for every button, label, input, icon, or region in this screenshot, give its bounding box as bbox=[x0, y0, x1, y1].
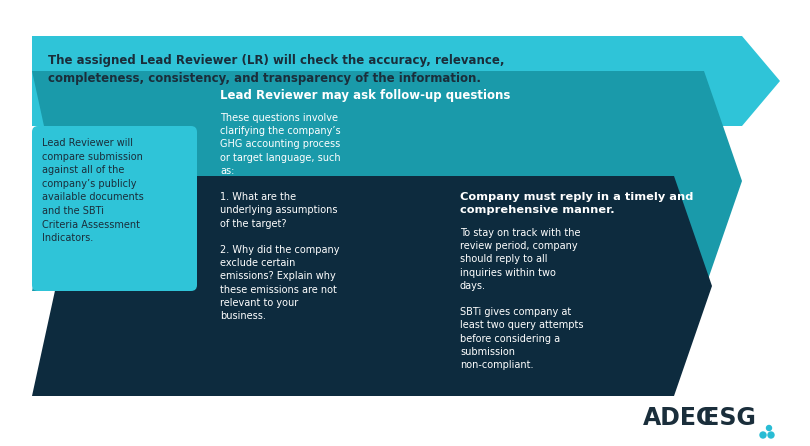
Circle shape bbox=[760, 432, 766, 438]
Text: Company must reply in a timely and
comprehensive manner.: Company must reply in a timely and compr… bbox=[460, 192, 693, 215]
Polygon shape bbox=[32, 71, 742, 291]
Text: Lead Reviewer will
compare submission
against all of the
company’s publicly
avai: Lead Reviewer will compare submission ag… bbox=[42, 138, 143, 243]
Text: The assigned Lead Reviewer (LR) will check the accuracy, relevance,
completeness: The assigned Lead Reviewer (LR) will che… bbox=[48, 54, 505, 85]
FancyBboxPatch shape bbox=[32, 126, 197, 291]
Text: These questions involve
clarifying the company’s
GHG accounting process
or targe: These questions involve clarifying the c… bbox=[220, 113, 341, 321]
Text: To stay on track with the
review period, company
should reply to all
inquiries w: To stay on track with the review period,… bbox=[460, 228, 583, 370]
Text: ADEC: ADEC bbox=[643, 406, 714, 430]
Polygon shape bbox=[32, 36, 780, 126]
Text: ESG: ESG bbox=[695, 406, 756, 430]
Circle shape bbox=[766, 425, 771, 430]
Circle shape bbox=[768, 432, 774, 438]
Text: Lead Reviewer may ask follow-up questions: Lead Reviewer may ask follow-up question… bbox=[220, 89, 510, 102]
Polygon shape bbox=[32, 176, 712, 396]
